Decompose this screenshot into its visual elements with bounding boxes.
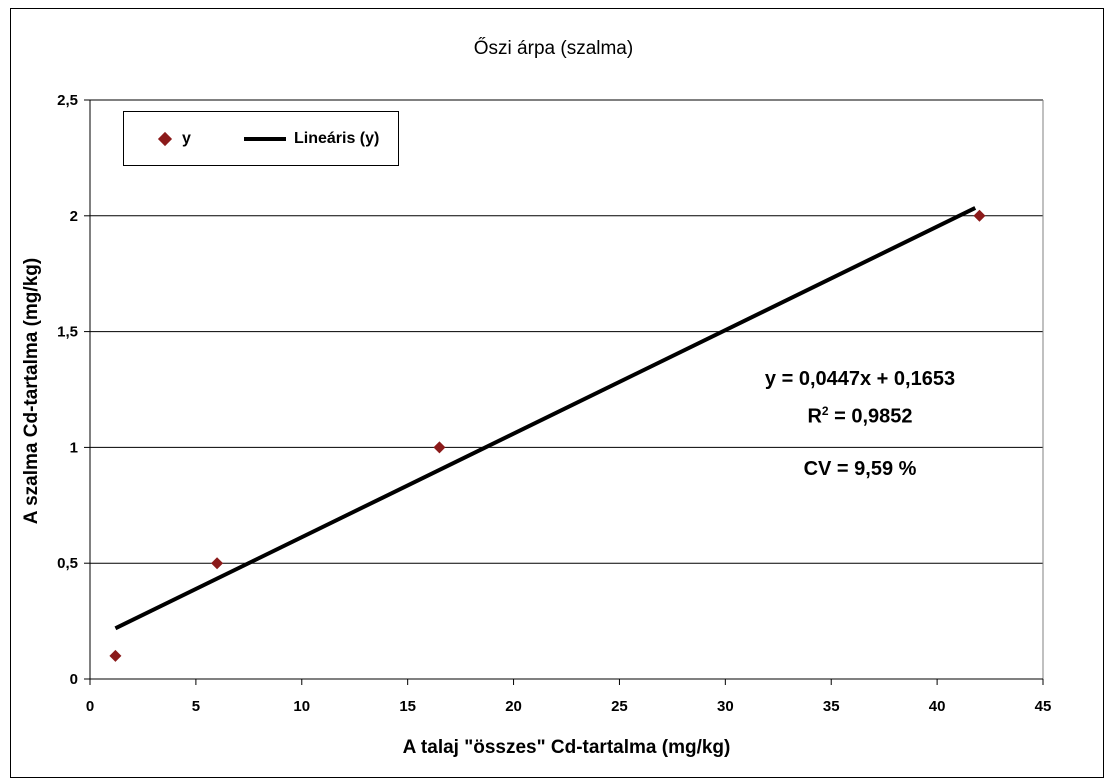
legend-label-trendline: Lineáris (y) [294, 129, 380, 147]
data-point [433, 441, 446, 454]
legend-item-series: y [157, 112, 191, 165]
trendline-icon [244, 136, 286, 141]
data-point [973, 209, 986, 222]
r-squared-value: = 0,9852 [828, 405, 913, 428]
x-tick-label: 15 [399, 698, 416, 715]
cv-label: CV = 9,59 % [803, 458, 917, 480]
trendline [114, 206, 977, 631]
x-tick-label: 5 [192, 698, 200, 715]
r-squared-superscript: 2 [821, 404, 829, 418]
legend: y Lineáris (y) [123, 111, 399, 166]
x-axis-label: A talaj "összes" Cd-tartalma (mg/kg) [402, 737, 731, 758]
y-tick-label: 2 [70, 208, 78, 225]
legend-item-trendline: Lineáris (y) [244, 112, 379, 165]
x-tick-label: 20 [505, 698, 522, 715]
r-squared-prefix: R [807, 405, 822, 428]
x-tick-label: 30 [717, 698, 734, 715]
x-tick-label: 40 [929, 698, 946, 715]
x-tick-label: 35 [823, 698, 840, 715]
x-tick-label: 0 [86, 698, 94, 715]
chart-title: Őszi árpa (szalma) [473, 38, 634, 59]
r-squared-label: R2 = 0,9852 [700, 404, 1020, 429]
y-tick-label: 0,5 [57, 555, 78, 572]
data-point [211, 557, 224, 570]
x-tick-label: 10 [293, 698, 310, 715]
x-tick-label: 45 [1035, 698, 1052, 715]
y-tick-label: 0 [70, 671, 78, 688]
y-axis-label: A szalma Cd-tartalma (mg/kg) [21, 257, 42, 525]
legend-label-series: y [182, 129, 191, 147]
equation-label: y = 0,0447x + 0,1653 [764, 368, 956, 390]
y-tick-label: 1,5 [57, 324, 78, 341]
y-tick-label: 1 [70, 439, 78, 456]
y-tick-label: 2,5 [57, 92, 78, 109]
diamond-marker-icon [157, 131, 173, 146]
data-point [109, 649, 122, 662]
x-tick-label: 25 [611, 698, 628, 715]
